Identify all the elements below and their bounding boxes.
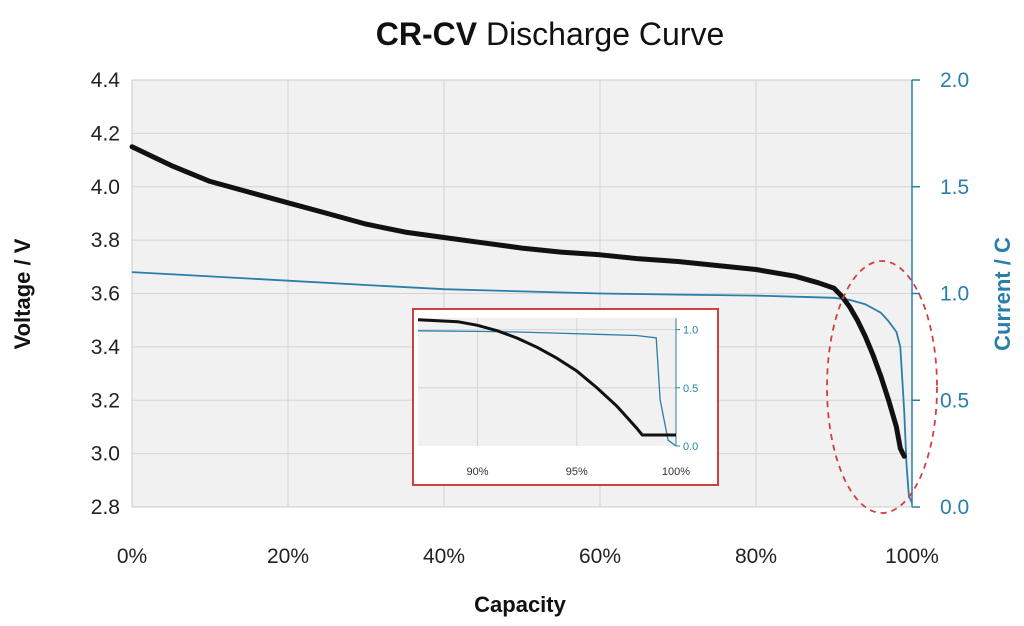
y-left-axis-label: Voltage / V <box>10 238 35 349</box>
inset-chart: 90% 95% 100% 1.0 0.5 0.0 <box>412 308 719 486</box>
inset-x-tick-label: 90% <box>467 466 489 478</box>
y-right-axis-label: Current / C <box>990 237 1015 351</box>
x-tick-label: 0% <box>117 545 147 568</box>
inset-y-tick-label: 1.0 <box>683 325 698 337</box>
chart-title-bold: CR-CV <box>376 16 478 52</box>
y-left-tick-label: 3.8 <box>91 229 120 252</box>
x-axis-label: Capacity <box>474 592 566 617</box>
inset-x-axis-ticks: 90% 95% 100% <box>467 466 691 478</box>
y-left-tick-label: 3.2 <box>91 389 120 412</box>
y-right-tick-label: 0.5 <box>940 389 969 412</box>
x-tick-label: 60% <box>579 545 621 568</box>
chart-title-rest: Discharge Curve <box>477 16 724 52</box>
inset-x-tick-label: 95% <box>566 466 588 478</box>
y-right-tick-label: 0.0 <box>940 496 969 519</box>
y-left-tick-label: 4.2 <box>91 122 120 145</box>
y-right-tick-label: 1.0 <box>940 283 969 306</box>
inset-series-voltage-line <box>417 318 676 437</box>
y-left-tick-label: 2.8 <box>91 496 120 519</box>
y-left-tick-label: 3.4 <box>91 336 121 359</box>
y-left-tick-label: 3.0 <box>91 443 120 466</box>
y-left-axis-ticks: 4.4 4.2 4.0 3.8 3.6 3.4 3.2 3.0 2.8 <box>91 69 121 519</box>
series-voltage-line <box>129 144 907 459</box>
inset-y-tick-label: 0.0 <box>683 441 698 453</box>
inset-x-tick-label: 100% <box>662 466 690 478</box>
highlight-ellipse <box>826 260 938 514</box>
y-right-tick-label: 1.5 <box>940 176 969 199</box>
inset-grid-lines <box>418 318 676 446</box>
y-left-tick-label: 4.0 <box>91 176 120 199</box>
inset-y-tick-label: 0.5 <box>683 383 698 395</box>
y-right-axis-ticks: 2.0 1.5 1.0 0.5 0.0 <box>912 69 969 519</box>
x-tick-label: 80% <box>735 545 777 568</box>
x-axis-ticks: 0% 20% 40% 60% 80% 100% <box>117 545 939 568</box>
y-left-tick-label: 4.4 <box>91 69 121 92</box>
y-right-tick-label: 2.0 <box>940 69 969 92</box>
chart-title: CR-CV Discharge Curve <box>376 16 725 52</box>
series-current-line <box>131 271 913 504</box>
x-tick-label: 40% <box>423 545 465 568</box>
x-tick-label: 20% <box>267 545 309 568</box>
x-tick-label: 100% <box>885 545 939 568</box>
inset-y-axis-ticks: 1.0 0.5 0.0 <box>676 325 698 453</box>
y-left-tick-label: 3.6 <box>91 283 120 306</box>
